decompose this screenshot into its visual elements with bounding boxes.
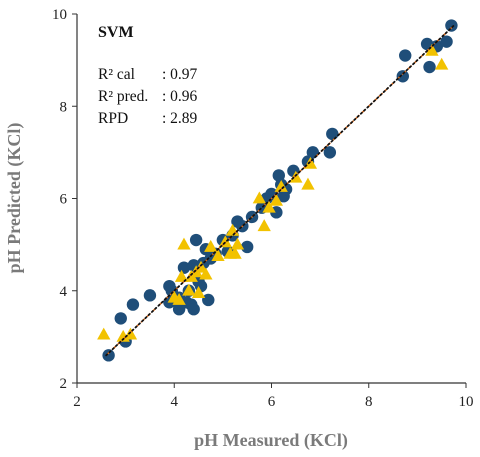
data-point-circle [187, 303, 200, 316]
stat-value-r2-pred: : 0.96 [162, 88, 198, 105]
data-point-circle [423, 60, 436, 74]
regression-lines [105, 24, 455, 357]
data-point-triangle [174, 269, 189, 282]
data-point-triangle [252, 191, 266, 204]
data-point-circle [323, 146, 337, 159]
y-tick-label: 4 [60, 284, 68, 300]
data-point-circle [177, 261, 191, 274]
data-point-triangle [194, 260, 208, 273]
y-tick-label: 2 [60, 376, 68, 392]
data-point-circle [114, 312, 127, 325]
data-point-circle [202, 293, 215, 307]
data-point-circle [445, 19, 458, 32]
data-point-triangle [269, 193, 284, 206]
reference-line [105, 24, 455, 357]
stat-value-r2-cal: : 0.97 [162, 66, 198, 83]
y-axis-title: pH Predicted (KCl) [4, 123, 25, 274]
data-point-triangle [97, 327, 111, 340]
data-point-circle [143, 289, 157, 302]
stat-label-rpd: RPD [98, 110, 128, 127]
data-point-triangle [435, 57, 449, 70]
data-point-circle [326, 127, 339, 141]
data-point-circle [440, 35, 453, 48]
x-ticks: 2 4 6 8 10 [73, 383, 474, 410]
model-label: SVM [98, 24, 134, 41]
data-point-circle [240, 240, 254, 254]
x-tick-label: 2 [73, 394, 81, 410]
data-point-circle [396, 70, 409, 83]
data-point-circle [189, 233, 203, 247]
data-point-triangle [211, 249, 225, 262]
data-point-circle [126, 298, 140, 311]
y-ticks: 2 4 6 8 10 [52, 7, 77, 392]
x-tick-label: 8 [365, 394, 373, 410]
y-tick-label: 6 [60, 192, 68, 208]
data-points [97, 19, 458, 362]
data-point-circle [306, 146, 320, 159]
y-tick-label: 10 [52, 7, 67, 23]
x-tick-label: 4 [171, 394, 179, 410]
stat-label-r2-cal: R² cal [98, 66, 135, 83]
data-point-triangle [204, 239, 218, 252]
data-point-triangle [274, 179, 288, 192]
data-point-triangle [182, 283, 196, 296]
data-point-triangle [177, 237, 191, 250]
data-point-triangle [257, 219, 271, 232]
data-point-triangle [301, 177, 315, 190]
x-tick-label: 10 [459, 394, 474, 410]
x-axis-title: pH Measured (KCl) [194, 430, 348, 451]
data-point-circle [399, 49, 412, 62]
data-point-triangle [228, 246, 242, 259]
y-tick-label: 8 [60, 99, 68, 115]
stat-value-rpd: : 2.89 [162, 110, 198, 127]
x-tick-label: 6 [268, 394, 276, 410]
stat-label-r2-pred: R² pred. [98, 88, 148, 105]
data-point-triangle [191, 286, 206, 298]
data-point-triangle [262, 200, 276, 213]
data-point-triangle [230, 237, 245, 250]
data-point-triangle [199, 267, 213, 280]
data-point-triangle [172, 292, 186, 305]
data-point-triangle [425, 43, 439, 56]
data-point-circle [102, 349, 115, 362]
